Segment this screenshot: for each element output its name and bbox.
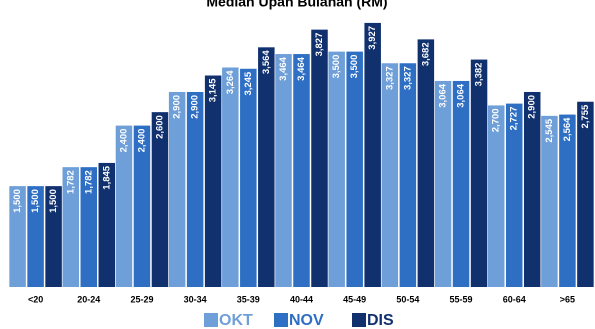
legend-label: OKT [219,312,253,329]
value-label: 1,500 [48,189,59,213]
bar [505,103,523,287]
bar [62,167,80,287]
value-label: 3,145 [208,78,219,102]
x-tick-label: 60-64 [503,294,526,304]
bar [399,63,417,288]
value-label: 1,500 [12,189,23,213]
bar [27,186,44,287]
value-label: 3,564 [261,50,272,74]
legend-swatch [204,313,218,327]
bar [541,115,558,287]
x-tick-label: 20-24 [77,294,100,304]
x-tick-label: 55-59 [450,294,473,304]
bar [434,80,452,287]
bar [80,167,98,287]
value-label: 3,927 [367,26,378,50]
bar [346,51,363,287]
bar [364,22,381,288]
bar [577,101,594,287]
bar [9,186,26,287]
value-label: 3,064 [438,83,449,107]
value-label: 2,545 [544,118,555,142]
value-label: 1,782 [83,170,94,194]
bar [222,67,239,287]
value-label: 3,245 [243,71,254,95]
legend-label: NOV [289,312,324,329]
bar [168,91,186,287]
value-label: 3,500 [349,55,360,79]
value-label: 2,400 [118,129,129,153]
bar [98,162,116,287]
value-label: 2,600 [154,115,165,139]
legend-swatch [352,313,366,327]
chart-title: Median Upah Bulanan (RM) [206,0,387,10]
x-tick-label: >65 [560,294,575,304]
value-label: 2,727 [509,107,520,131]
x-tick-label: 25-29 [130,294,153,304]
value-label: 2,400 [136,129,147,153]
bar [204,75,222,287]
bar [470,59,488,287]
x-tick-label: 35-39 [237,294,260,304]
legend-label: DIS [367,312,394,329]
value-label: 2,564 [562,117,573,141]
legend-swatch [274,313,288,327]
value-label: 3,264 [225,70,236,94]
bar [523,91,541,287]
value-label: 2,900 [172,95,183,119]
x-tick-label: 50-54 [396,294,419,304]
bar [311,29,328,288]
value-label: 3,064 [456,83,467,107]
bar [240,68,257,288]
x-tick-label: 40-44 [290,294,313,304]
bar [417,39,435,288]
bar [293,54,310,287]
value-label: 1,500 [30,189,41,213]
value-label: 3,500 [331,55,342,79]
bar [258,47,275,287]
bar [275,54,292,287]
x-tick-label: 45-49 [343,294,366,304]
value-label: 2,900 [190,95,201,119]
value-label: 3,464 [296,56,307,80]
value-label: 3,464 [278,56,289,80]
value-label: 1,782 [65,170,76,194]
x-tick-label: 30-34 [184,294,207,304]
bar [186,91,204,287]
value-label: 1,845 [101,165,112,189]
bar [115,125,133,287]
bar [151,112,169,288]
bar [133,125,151,287]
bar [487,105,505,287]
bar [559,114,576,287]
value-label: 2,700 [491,108,502,132]
value-label: 3,382 [474,63,485,87]
bar [45,186,62,287]
value-label: 3,327 [402,66,413,90]
bar [381,63,399,288]
x-tick-label: <20 [28,294,43,304]
value-label: 2,755 [580,104,591,128]
value-label: 3,682 [420,42,431,66]
value-label: 3,327 [384,66,395,90]
value-label: 2,900 [527,95,538,119]
bar [452,80,470,287]
value-label: 3,827 [314,33,325,57]
bar [328,51,345,287]
